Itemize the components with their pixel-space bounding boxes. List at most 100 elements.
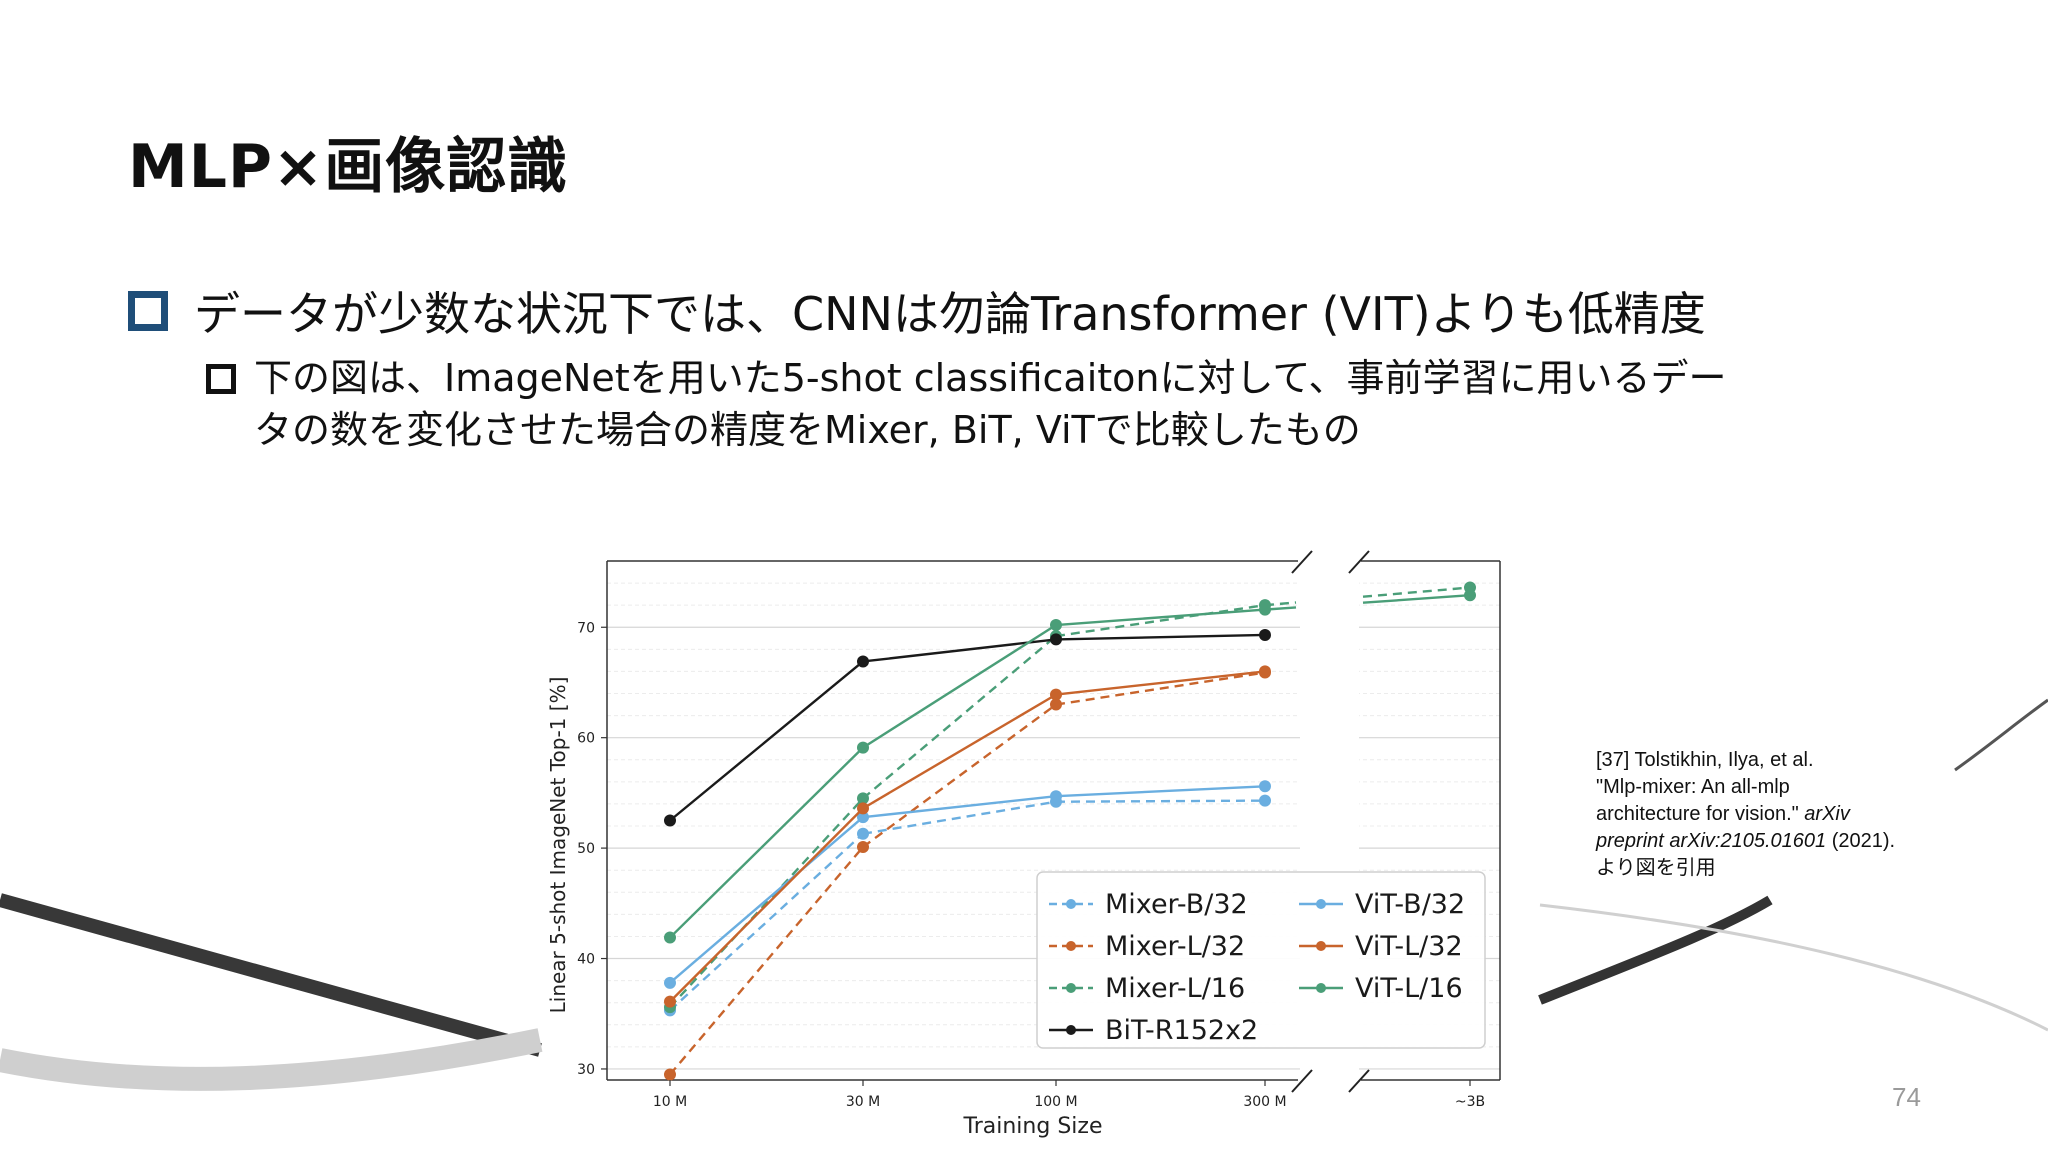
- series-line-segment: [1055, 608, 1266, 627]
- slide-title: MLP×画像認識: [128, 132, 569, 202]
- citation-line: より図を引用: [1596, 857, 1716, 879]
- data-point: [1050, 619, 1062, 632]
- y-tick-label: 50: [577, 841, 595, 857]
- training-size-line-chart: 30 40 50 60 70 10 M 30 M 100 M 300 M ~3B Mixer-B/…: [546, 550, 1501, 1139]
- series-line-segment: [669, 746, 864, 939]
- series-line-segment: [862, 703, 1057, 848]
- series-line-segment: [669, 807, 864, 1003]
- legend-label: ViT-B/32: [1355, 889, 1465, 920]
- data-point: [857, 802, 869, 815]
- data-point: [664, 1068, 676, 1081]
- series-line-segment: [1055, 799, 1266, 803]
- legend-box: [1036, 871, 1486, 1049]
- citation-italic: preprint arXiv:2105.01601: [1596, 830, 1827, 852]
- citation-line: (2021).: [1826, 830, 1896, 852]
- data-point: [664, 995, 676, 1008]
- chart-ticks: 30 40 50 60 70 10 M 30 M 100 M 300 M ~3B: [577, 620, 1485, 1110]
- data-point: [857, 827, 869, 840]
- legend-marker: [1316, 941, 1326, 951]
- data-point: [1259, 665, 1271, 678]
- page-number: 74: [1892, 1082, 1921, 1112]
- series-line-segment: [1055, 633, 1266, 641]
- data-point: [1050, 633, 1062, 646]
- legend-label: Mixer-L/32: [1105, 931, 1245, 962]
- data-point: [857, 655, 869, 668]
- series-line-segment: [669, 832, 864, 1012]
- series-line-segment: [1055, 603, 1266, 638]
- data-point: [1464, 589, 1476, 602]
- data-point: [664, 814, 676, 827]
- series-line-segment: [1055, 671, 1266, 706]
- bullet-main-text: データが少数な状況下では、CNNは勿論Transformer (VIT)よりも低…: [194, 287, 1706, 341]
- series-line-segment: [1055, 785, 1266, 798]
- legend-marker: [1066, 1025, 1076, 1035]
- legend-marker: [1066, 899, 1076, 909]
- y-tick-label: 70: [577, 620, 595, 636]
- axis-break-mark: [1291, 550, 1313, 574]
- bullet-sub-line-2: タの数を変化させた場合の精度をMixer, BiT, ViTで比較したもの: [254, 408, 1361, 452]
- series-line-segment: [1055, 670, 1266, 696]
- legend-label: BiT-R152x2: [1105, 1015, 1258, 1046]
- x-tick-label: 300 M: [1243, 1094, 1286, 1110]
- citation-line: "Mlp-mixer: An all-mlp: [1596, 776, 1790, 798]
- citation-line: architecture for vision.": [1596, 803, 1799, 825]
- data-point: [1259, 603, 1271, 616]
- legend-marker: [1066, 941, 1076, 951]
- series-line-segment: [669, 816, 864, 984]
- chart-series: [664, 581, 1476, 1081]
- y-tick-label: 30: [577, 1062, 595, 1078]
- legend-label: Mixer-L/16: [1105, 973, 1245, 1004]
- square-bullet-icon: [128, 291, 168, 331]
- axis-break-mark: [1291, 1069, 1313, 1093]
- series-line-segment: [862, 638, 1057, 663]
- data-point: [664, 931, 676, 944]
- y-axis-label: Linear 5-shot ImageNet Top-1 [%]: [546, 677, 570, 1014]
- x-axis-label: Training Size: [963, 1114, 1103, 1139]
- legend-label: ViT-L/16: [1355, 973, 1463, 1004]
- data-point: [857, 811, 869, 824]
- series-line-segment: [862, 693, 1057, 810]
- data-point: [1259, 780, 1271, 793]
- series-line-segment: [862, 635, 1057, 800]
- citation-italic: arXiv: [1804, 803, 1850, 825]
- series-line-segment: [1362, 594, 1471, 604]
- data-point: [664, 976, 676, 989]
- data-point: [1050, 698, 1062, 711]
- chart-legend: Mixer-B/32 Mixer-L/32 Mixer-L/16 BiT-R152x2…: [1036, 871, 1486, 1049]
- series-line-segment: [669, 660, 864, 822]
- legend-marker: [1316, 899, 1326, 909]
- series-line-segment: [669, 846, 864, 1076]
- series-line-segment: [1362, 586, 1471, 598]
- x-tick-label: 10 M: [653, 1094, 687, 1110]
- citation: [37] Tolstikhin, Ilya, et al. "Mlp-mixer…: [1596, 747, 1956, 882]
- data-point: [1259, 794, 1271, 807]
- data-point: [1050, 790, 1062, 803]
- series-line-segment: [862, 800, 1057, 835]
- data-point: [857, 841, 869, 854]
- bullet-sub: 下の図は、ImageNetを用いた5-shot classificaitonに対…: [206, 352, 1906, 456]
- square-bullet-icon: [206, 364, 236, 394]
- x-tick-label: 100 M: [1034, 1094, 1077, 1110]
- series-line-segment: [862, 795, 1057, 819]
- y-tick-label: 40: [577, 952, 595, 968]
- x-tick-label: 30 M: [846, 1094, 880, 1110]
- axis-break-mark: [1348, 1069, 1370, 1093]
- legend-marker: [1066, 983, 1076, 993]
- x-tick-label: ~3B: [1455, 1094, 1485, 1110]
- legend-marker: [1316, 983, 1326, 993]
- data-point: [1050, 688, 1062, 701]
- legend-label: Mixer-B/32: [1105, 889, 1248, 920]
- data-point: [1259, 628, 1271, 641]
- citation-line: [37] Tolstikhin, Ilya, et al.: [1596, 749, 1814, 771]
- axis-break-mark: [1348, 550, 1370, 574]
- y-tick-label: 60: [577, 731, 595, 747]
- series-line-segment: [669, 797, 864, 1008]
- data-point: [857, 741, 869, 754]
- bullet-main: データが少数な状況下では、CNNは勿論Transformer (VIT)よりも低…: [128, 278, 1706, 344]
- data-point: [857, 792, 869, 805]
- series-line-segment: [862, 624, 1057, 749]
- legend-label: ViT-L/32: [1355, 931, 1463, 962]
- bullet-sub-line-1: 下の図は、ImageNetを用いた5-shot classificaitonに対…: [254, 356, 1727, 400]
